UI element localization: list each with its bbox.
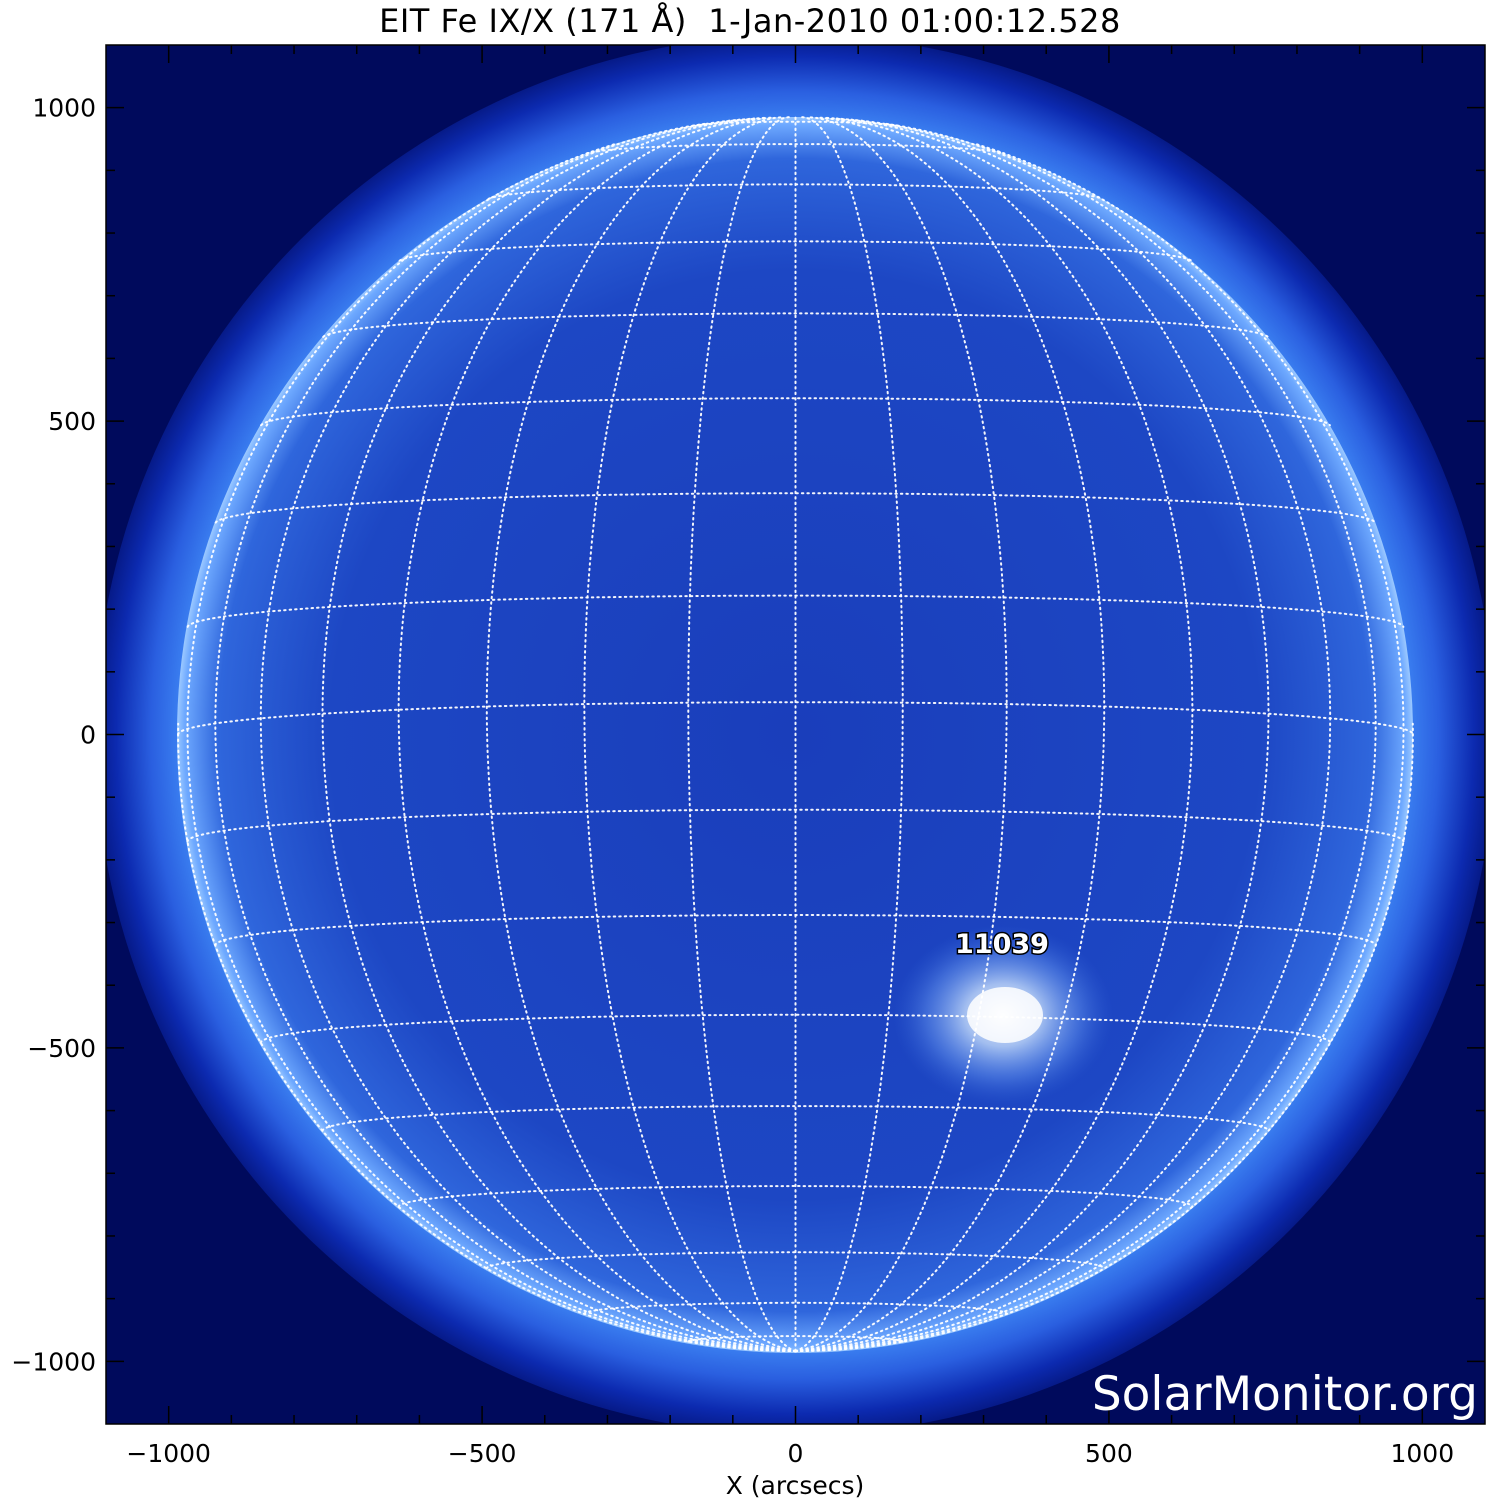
grid-meridian — [583, 116, 797, 1353]
x-tick-label: −1000 — [126, 1439, 211, 1468]
grid-parallel — [177, 701, 1414, 736]
x-tick-label: 1000 — [1391, 1439, 1455, 1468]
x-axis-title: X (arcsecs) — [726, 1471, 865, 1500]
y-tick-label: −1000 — [11, 1347, 96, 1376]
grid-meridian — [259, 118, 797, 1353]
y-tick-label: 500 — [48, 407, 96, 436]
grid-meridian — [794, 116, 904, 1353]
x-tick-label: 0 — [788, 1439, 804, 1468]
grid-meridian — [177, 722, 797, 1353]
y-tick-label: 1000 — [32, 94, 96, 123]
grid-parallel — [692, 120, 899, 127]
x-tick-label: 500 — [1085, 1439, 1133, 1468]
grid-meridian — [794, 722, 1414, 1353]
grid-meridian — [794, 118, 1332, 1353]
grid-parallel — [259, 1013, 1332, 1044]
y-tick-label: 0 — [80, 721, 96, 750]
grid-parallel — [321, 1105, 1270, 1132]
grid-parallel — [487, 183, 1104, 200]
active-region-label: 11039 — [955, 929, 1049, 960]
grid-parallel — [260, 397, 1331, 427]
grid-parallel — [485, 1251, 1106, 1270]
grid-meridian — [794, 116, 1008, 1353]
grid-parallel — [322, 312, 1269, 338]
grid-parallel — [214, 492, 1377, 524]
figure-title: EIT Fe IX/X (171 Å) 1-Jan-2010 01:00:12.… — [379, 2, 1121, 40]
grid-meridian — [794, 116, 1194, 1353]
axis-tick-labels: −1000 −500 0 500 1000 −1000 −500 0 500 1000 — [11, 94, 1454, 1468]
grid-meridian — [485, 116, 797, 1353]
heliographic-grid — [177, 116, 1414, 1353]
grid-meridian — [794, 117, 1270, 1353]
grid-parallel — [397, 1184, 1194, 1208]
grid-meridian — [794, 122, 1377, 1353]
grid-meridian — [214, 122, 797, 1353]
active-region-core — [967, 987, 1043, 1043]
grid-parallel — [585, 143, 1006, 155]
grid-parallel — [398, 240, 1193, 262]
y-tick-label: −500 — [27, 1034, 96, 1063]
axis-ticks — [106, 45, 1485, 1424]
grid-meridian — [397, 116, 797, 1353]
grid-meridian — [321, 117, 797, 1353]
x-tick-label: −500 — [448, 1439, 517, 1468]
grid-parallel — [583, 1301, 1008, 1315]
watermark-text: SolarMonitor.org — [1092, 1367, 1478, 1422]
grid-meridian — [687, 116, 797, 1353]
grid-parallel — [214, 914, 1377, 947]
grid-parallel — [186, 808, 1405, 843]
grid-meridian — [794, 116, 1106, 1353]
grid-parallel — [186, 594, 1405, 628]
